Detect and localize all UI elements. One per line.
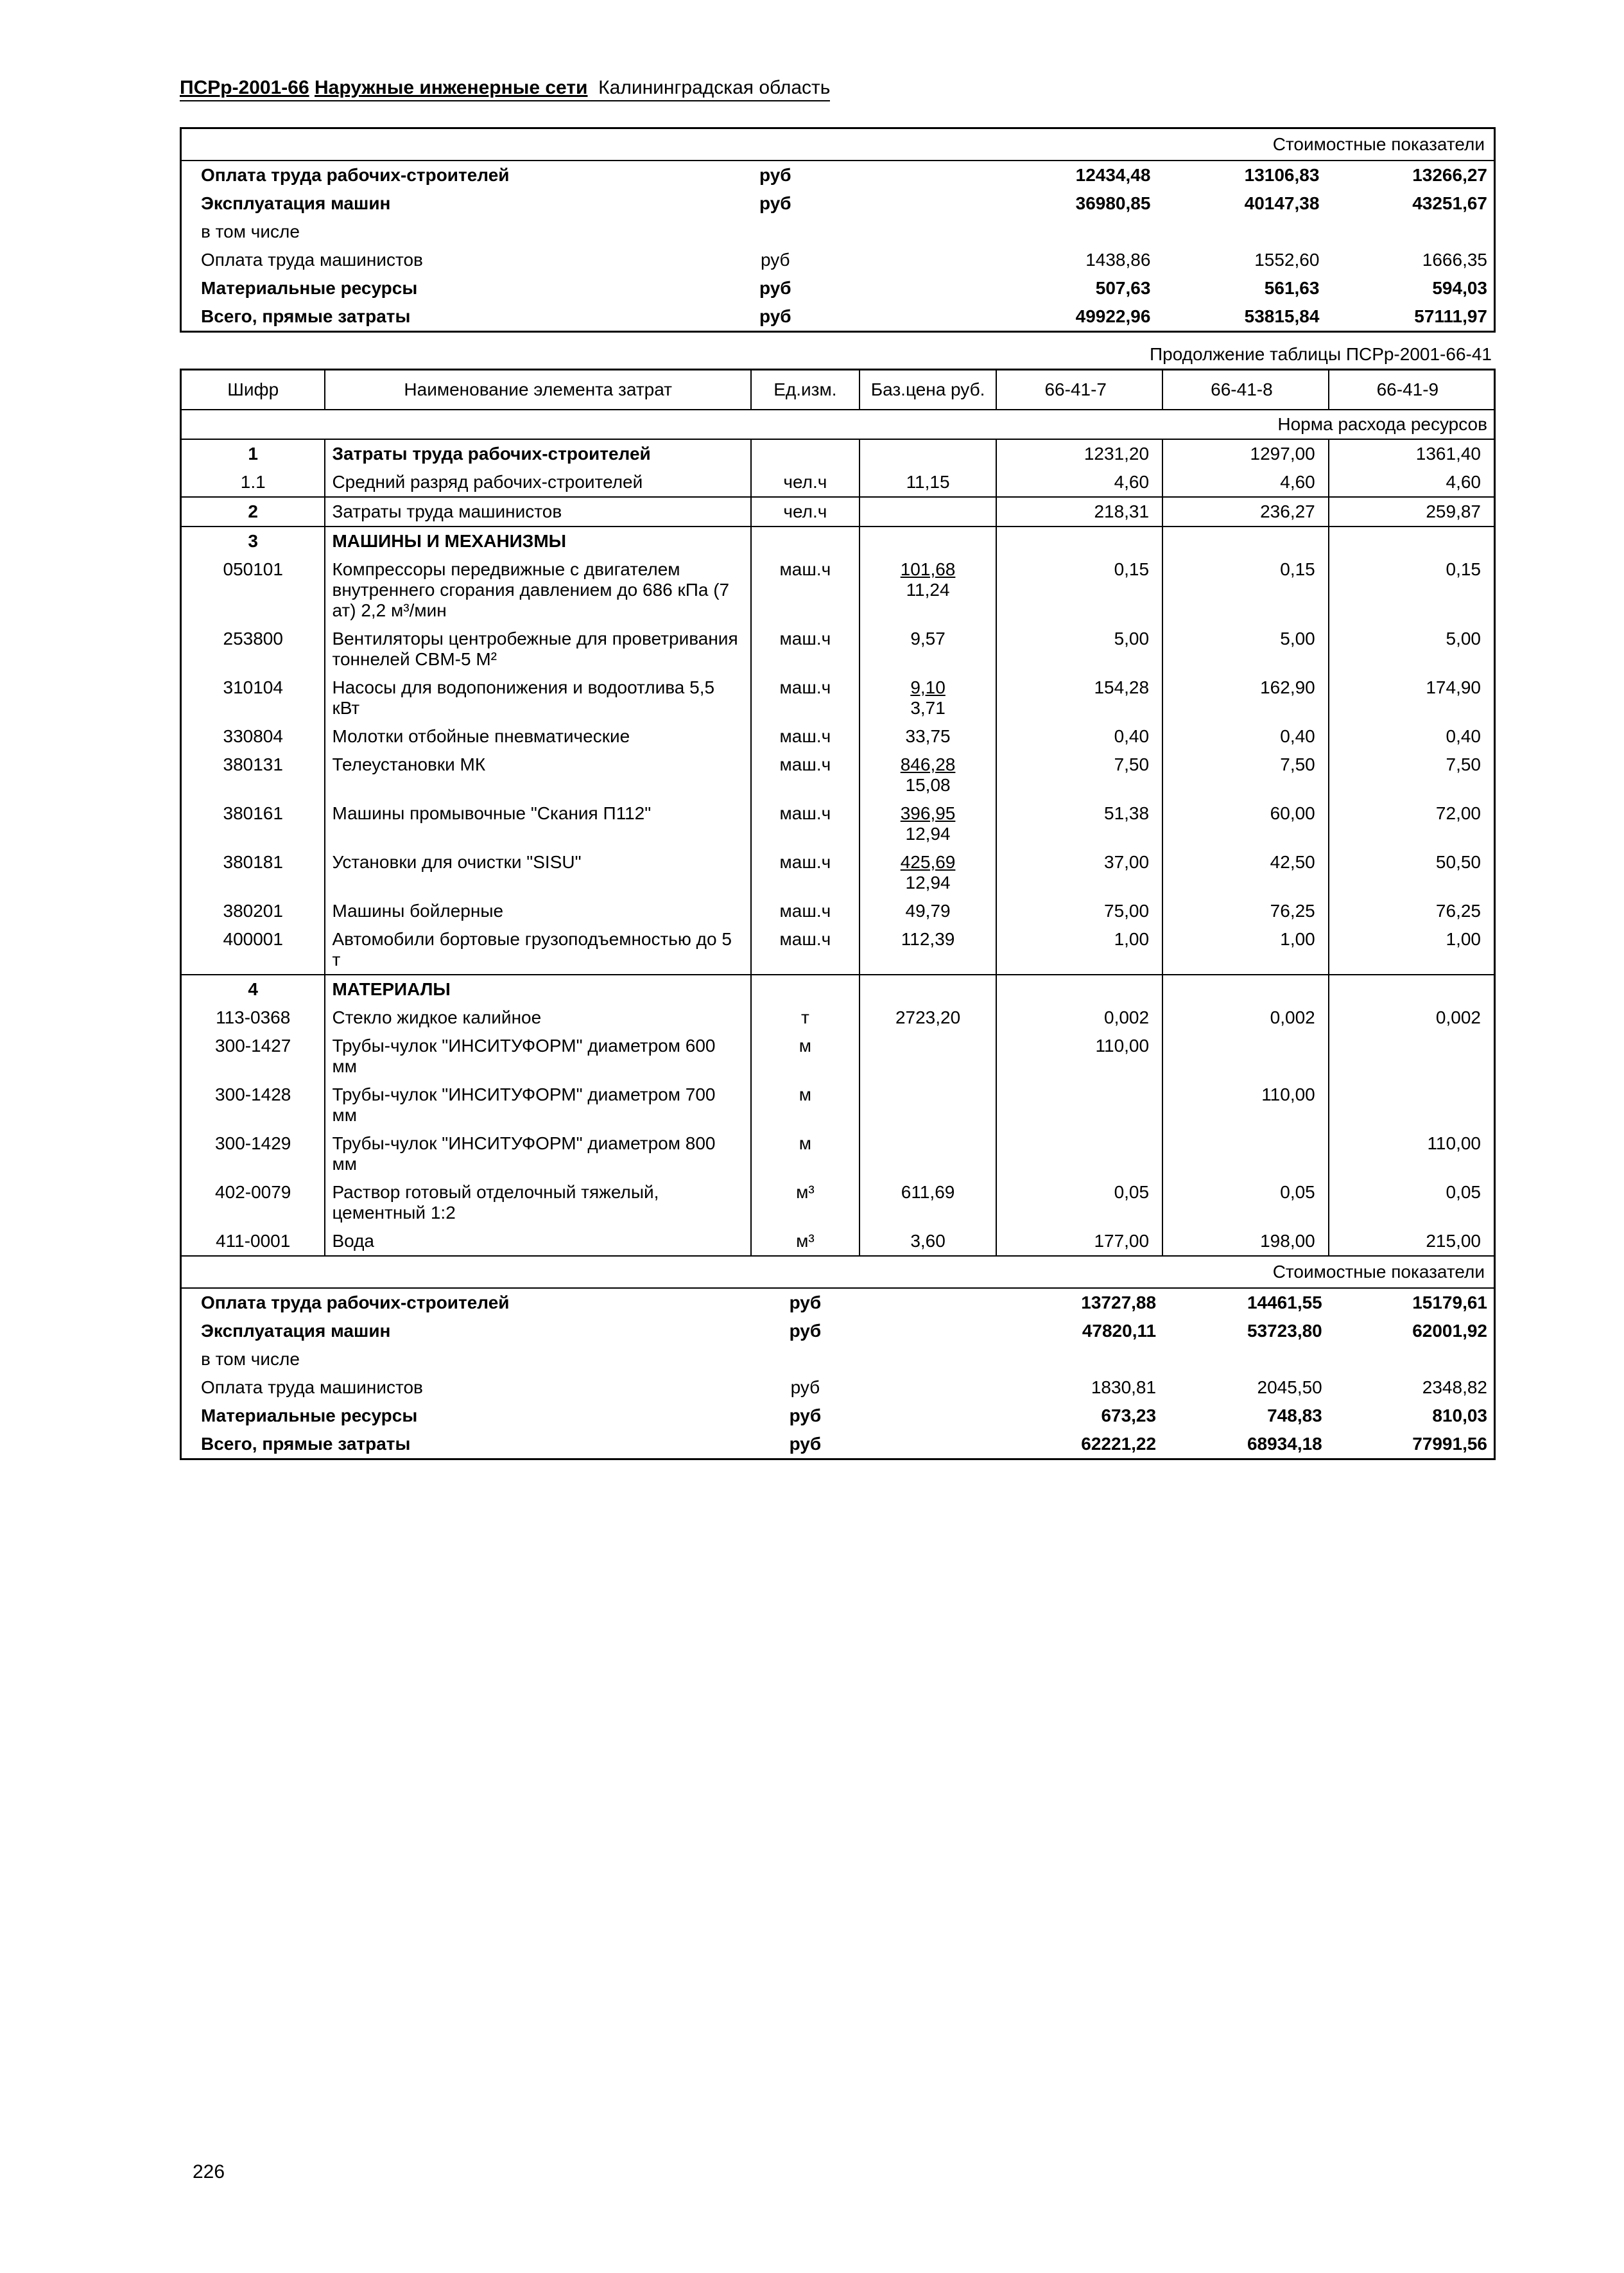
table-row: 330804Молотки отбойные пневматическиемаш…	[181, 722, 1495, 751]
table-row: 380161Машины промывочные "Скания П112"ма…	[181, 799, 1495, 848]
table-row: 411-0001Водам³3,60177,00198,00215,00	[181, 1227, 1495, 1256]
cost-row: Оплата труда рабочих-строителейруб13727,…	[181, 1288, 1495, 1317]
cost-row: Всего, прямые затратыруб62221,2268934,18…	[181, 1430, 1495, 1459]
cost-row: Материальные ресурсыруб507,63561,63594,0…	[181, 274, 1495, 302]
title-name: Наружные инженерные сети	[315, 77, 587, 98]
table-row: 402-0079Раствор готовый отделочный тяжел…	[181, 1178, 1495, 1227]
table-row: 253800Вентиляторы центробежные для прове…	[181, 625, 1495, 674]
norma-header: Норма расхода ресурсов	[181, 410, 1495, 439]
page: ПСРр-2001-66 Наружные инженерные сети Ка…	[0, 0, 1624, 2273]
main-table: Шифр Наименование элемента затрат Ед.изм…	[180, 369, 1496, 1460]
title-code: ПСРр-2001-66	[180, 77, 309, 98]
cost-row: Оплата труда рабочих-строителейруб12434,…	[181, 161, 1495, 189]
table-row: 1Затраты труда рабочих-строителей1231,20…	[181, 439, 1495, 468]
norma-row: Норма расхода ресурсов	[181, 410, 1495, 439]
continuation-label: Продолжение таблицы ПСРр-2001-66-41	[180, 344, 1492, 365]
top-cost-table: Стоимостные показатели Оплата труда рабо…	[180, 127, 1496, 333]
table-row: 400001Автомобили бортовые грузоподъемнос…	[181, 925, 1495, 975]
table-row: 1.1Средний разряд рабочих-строителейчел.…	[181, 468, 1495, 497]
table-row: 380181Установки для очистки "SISU"маш.ч4…	[181, 848, 1495, 897]
title-region: Калининградская область	[593, 77, 831, 98]
table-row: 300-1429Трубы-чулок "ИНСИТУФОРМ" диаметр…	[181, 1129, 1495, 1178]
cost-row: Оплата труда машинистовруб1438,861552,60…	[181, 246, 1495, 274]
table-row: 380201Машины бойлерныемаш.ч49,7975,0076,…	[181, 897, 1495, 925]
cost-row: в том числе	[181, 1345, 1495, 1373]
table-row: 300-1427Трубы-чулок "ИНСИТУФОРМ" диаметр…	[181, 1032, 1495, 1081]
col-c3: 66-41-9	[1329, 370, 1495, 410]
cost-row: Всего, прямые затратыруб49922,9653815,84…	[181, 302, 1495, 332]
col-unit: Ед.изм.	[751, 370, 860, 410]
table-row: 113-0368Стекло жидкое калийноет2723,200,…	[181, 1004, 1495, 1032]
cost-header: Стоимостные показатели	[181, 128, 1495, 161]
col-base: Баз.цена руб.	[860, 370, 997, 410]
page-number: 226	[193, 2161, 225, 2183]
cost-row: Материальные ресурсыруб673,23748,83810,0…	[181, 1402, 1495, 1430]
table-row: 380131Телеустановки МКмаш.ч846,2815,087,…	[181, 751, 1495, 799]
table-row: 3МАШИНЫ И МЕХАНИЗМЫ	[181, 527, 1495, 555]
table-row: 4МАТЕРИАЛЫ	[181, 975, 1495, 1004]
cost-row: в том числе	[181, 218, 1495, 246]
table-row: 2Затраты труда машинистовчел.ч218,31236,…	[181, 497, 1495, 527]
col-c2: 66-41-8	[1162, 370, 1329, 410]
col-c1: 66-41-7	[996, 370, 1162, 410]
document-title: ПСРр-2001-66 Наружные инженерные сети Ка…	[180, 77, 830, 101]
table-row: 300-1428Трубы-чулок "ИНСИТУФОРМ" диаметр…	[181, 1081, 1495, 1129]
cost-header-bottom: Стоимостные показатели	[181, 1256, 1495, 1288]
table-row: 310104Насосы для водопонижения и водоотл…	[181, 674, 1495, 722]
col-code: Шифр	[181, 370, 325, 410]
cost-row: Оплата труда машинистовруб1830,812045,50…	[181, 1373, 1495, 1402]
col-name: Наименование элемента затрат	[325, 370, 751, 410]
table-row: 050101Компрессоры передвижные с двигател…	[181, 555, 1495, 625]
header-row: Шифр Наименование элемента затрат Ед.изм…	[181, 370, 1495, 410]
cost-row: Эксплуатация машинруб47820,1153723,80620…	[181, 1317, 1495, 1345]
cost-row: Эксплуатация машинруб36980,8540147,38432…	[181, 189, 1495, 218]
